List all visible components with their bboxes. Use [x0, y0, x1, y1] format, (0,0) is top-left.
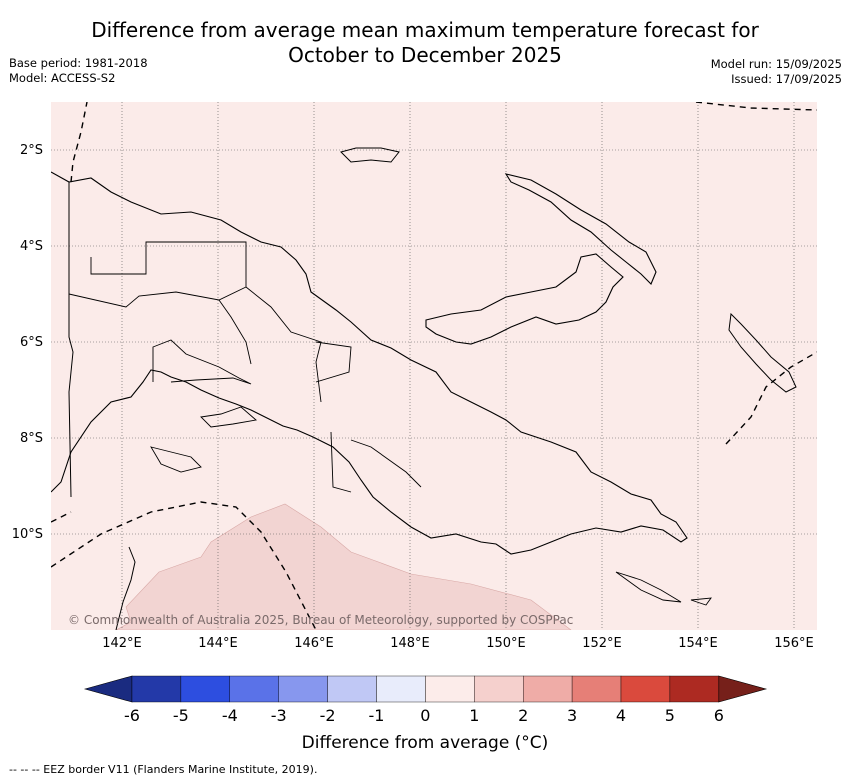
- colorbar-tick-label: 0: [420, 706, 431, 725]
- colorbar-tick-label: -2: [319, 706, 336, 725]
- colorbar-segment: [180, 675, 230, 703]
- cape-york-coastline: [115, 546, 136, 630]
- model-info: Base period: 1981-2018 Model: ACCESS-S2: [9, 56, 148, 86]
- lon-label-146e: 146°E: [294, 636, 334, 651]
- colorbar-tick-label: 6: [713, 706, 724, 725]
- warm-anomaly-region: [115, 503, 572, 630]
- map-title: Difference from average mean maximum tem…: [0, 18, 850, 68]
- colorbar-tick-label: -6: [124, 706, 140, 725]
- colorbar-segment: [620, 675, 671, 703]
- lon-label-156e: 156°E: [774, 636, 814, 651]
- run-info: Model run: 15/09/2025 Issued: 17/09/2025: [711, 57, 842, 87]
- bougainville-coastline: [728, 312, 797, 393]
- colorbar-tick-label: 5: [664, 706, 675, 725]
- base-period: Base period: 1981-2018: [9, 56, 148, 70]
- map-background: [51, 102, 817, 630]
- colorbar-segment: [278, 675, 328, 703]
- colorbar-segment: [229, 675, 279, 703]
- colorbar-tick-label: -1: [368, 706, 385, 725]
- eez-border: [51, 102, 817, 630]
- title-line-2: October to December 2025: [288, 43, 562, 67]
- colorbar-tick-label: -5: [172, 706, 189, 725]
- colorbar-tick-label: 3: [567, 706, 578, 725]
- colorbar-label: Difference from average (°C): [301, 733, 549, 753]
- graticule: [51, 102, 817, 630]
- colorbar-tick-label: 1: [469, 706, 480, 725]
- colorbar-tick-label: -4: [221, 706, 238, 725]
- colorbar-segment: [327, 675, 377, 703]
- lat-label-6s: 6°S: [19, 335, 43, 350]
- map-panel: [51, 102, 817, 630]
- colorbar-segment: [523, 675, 573, 703]
- lon-label-144e: 144°E: [198, 636, 238, 651]
- colorbar-segment: [131, 675, 182, 703]
- colorbar-tick-label: 4: [615, 706, 627, 725]
- province-borders: [68, 241, 422, 493]
- manus-island-coastline: [340, 147, 400, 163]
- southern-coast-detail: [150, 406, 258, 473]
- colorbar-over-arrow: [718, 675, 768, 703]
- colorbar: [83, 675, 768, 703]
- lon-label-154e: 154°E: [678, 636, 718, 651]
- colorbar-segment: [669, 675, 720, 703]
- model-run-date: Model run: 15/09/2025: [710, 57, 842, 71]
- lon-label-152e: 152°E: [582, 636, 622, 651]
- title-line-1: Difference from average mean maximum tem…: [91, 18, 759, 42]
- colorbar-tick-label: -3: [270, 706, 287, 725]
- international-border: [68, 182, 74, 498]
- lat-label-4s: 4°S: [19, 239, 43, 254]
- eez-footnote: -- -- -- EEZ border V11 (Flanders Marine…: [9, 763, 318, 776]
- new-guinea-coastline: [51, 171, 688, 555]
- new-britain-coastline: [425, 253, 624, 345]
- colorbar-segment: [571, 675, 622, 703]
- lon-label-148e: 148°E: [390, 636, 430, 651]
- lat-label-2s: 2°S: [19, 143, 43, 158]
- model-name: Model: ACCESS-S2: [9, 71, 116, 85]
- lat-label-8s: 8°S: [19, 431, 43, 446]
- colorbar-under-arrow: [83, 675, 133, 703]
- louisiade-islands: [615, 571, 712, 606]
- colorbar-segment: [376, 675, 426, 703]
- copyright-notice: © Commonwealth of Australia 2025, Bureau…: [68, 613, 574, 627]
- colorbar-tick-label: 2: [518, 706, 529, 725]
- new-ireland-coastline: [504, 173, 657, 285]
- colorbar-segment: [425, 675, 475, 703]
- lon-label-150e: 150°E: [486, 636, 526, 651]
- lon-label-142e: 142°E: [102, 636, 142, 651]
- lat-label-10s: 10°S: [11, 527, 43, 542]
- map-svg: [51, 102, 817, 630]
- colorbar-segment: [474, 675, 524, 703]
- issued-date: Issued: 17/09/2025: [731, 72, 842, 86]
